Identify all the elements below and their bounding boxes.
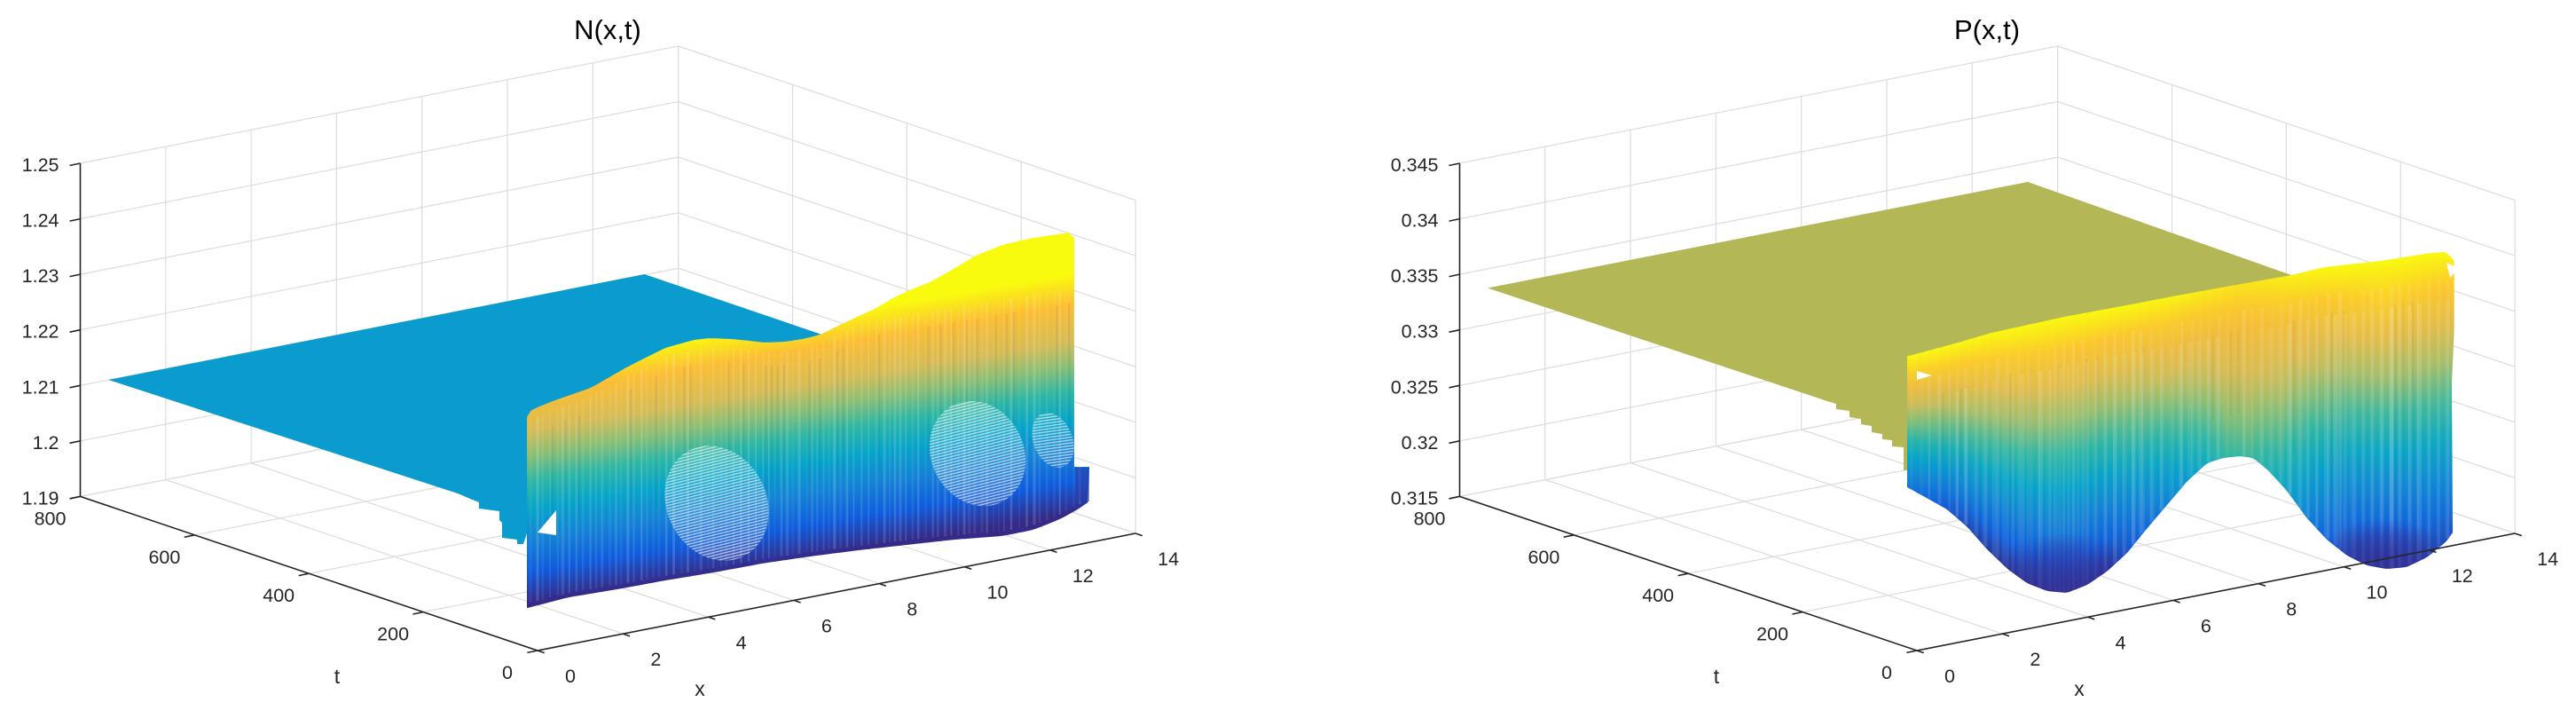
svg-text:600: 600 — [1528, 547, 1559, 568]
svg-text:8: 8 — [907, 599, 917, 620]
svg-text:0.335: 0.335 — [1391, 265, 1439, 287]
svg-text:10: 10 — [2367, 582, 2388, 604]
svg-text:0: 0 — [1944, 666, 1955, 687]
svg-text:0.325: 0.325 — [1391, 376, 1439, 398]
svg-text:8: 8 — [2286, 599, 2297, 620]
svg-text:N(x,t): N(x,t) — [574, 14, 641, 45]
svg-text:200: 200 — [1756, 624, 1788, 645]
svg-text:6: 6 — [821, 615, 832, 636]
svg-text:1.19: 1.19 — [22, 487, 59, 509]
svg-text:12: 12 — [2452, 565, 2473, 587]
svg-text:800: 800 — [1414, 508, 1446, 529]
svg-text:1.22: 1.22 — [22, 321, 59, 343]
svg-text:x: x — [2074, 677, 2085, 700]
svg-text:12: 12 — [1072, 565, 1094, 587]
svg-text:t: t — [1714, 665, 1720, 688]
svg-text:14: 14 — [2537, 548, 2558, 570]
svg-text:2: 2 — [650, 649, 661, 670]
svg-text:800: 800 — [35, 508, 67, 529]
svg-text:1.21: 1.21 — [22, 376, 59, 398]
svg-text:0: 0 — [565, 666, 576, 687]
svg-text:4: 4 — [2116, 632, 2126, 653]
svg-text:10: 10 — [987, 582, 1009, 604]
svg-text:t: t — [334, 665, 341, 688]
svg-text:400: 400 — [263, 585, 295, 606]
svg-text:200: 200 — [377, 624, 409, 645]
svg-text:0.32: 0.32 — [1402, 432, 1439, 454]
svg-text:x: x — [695, 677, 705, 700]
svg-text:1.23: 1.23 — [22, 265, 59, 287]
svg-text:0: 0 — [502, 662, 513, 683]
svg-text:1.24: 1.24 — [22, 210, 59, 232]
svg-text:0.33: 0.33 — [1402, 321, 1439, 343]
svg-text:0.34: 0.34 — [1402, 210, 1439, 232]
svg-text:1.25: 1.25 — [22, 154, 59, 176]
svg-text:400: 400 — [1642, 585, 1674, 606]
svg-text:14: 14 — [1158, 548, 1179, 570]
svg-text:0.315: 0.315 — [1391, 487, 1439, 509]
svg-text:4: 4 — [736, 632, 747, 653]
svg-text:600: 600 — [148, 547, 180, 568]
svg-text:0.345: 0.345 — [1391, 154, 1439, 176]
svg-text:P(x,t): P(x,t) — [1954, 14, 2020, 45]
svg-text:6: 6 — [2201, 615, 2211, 636]
svg-text:1.2: 1.2 — [33, 432, 59, 454]
svg-text:0: 0 — [1881, 662, 1892, 683]
svg-text:2: 2 — [2030, 649, 2040, 670]
